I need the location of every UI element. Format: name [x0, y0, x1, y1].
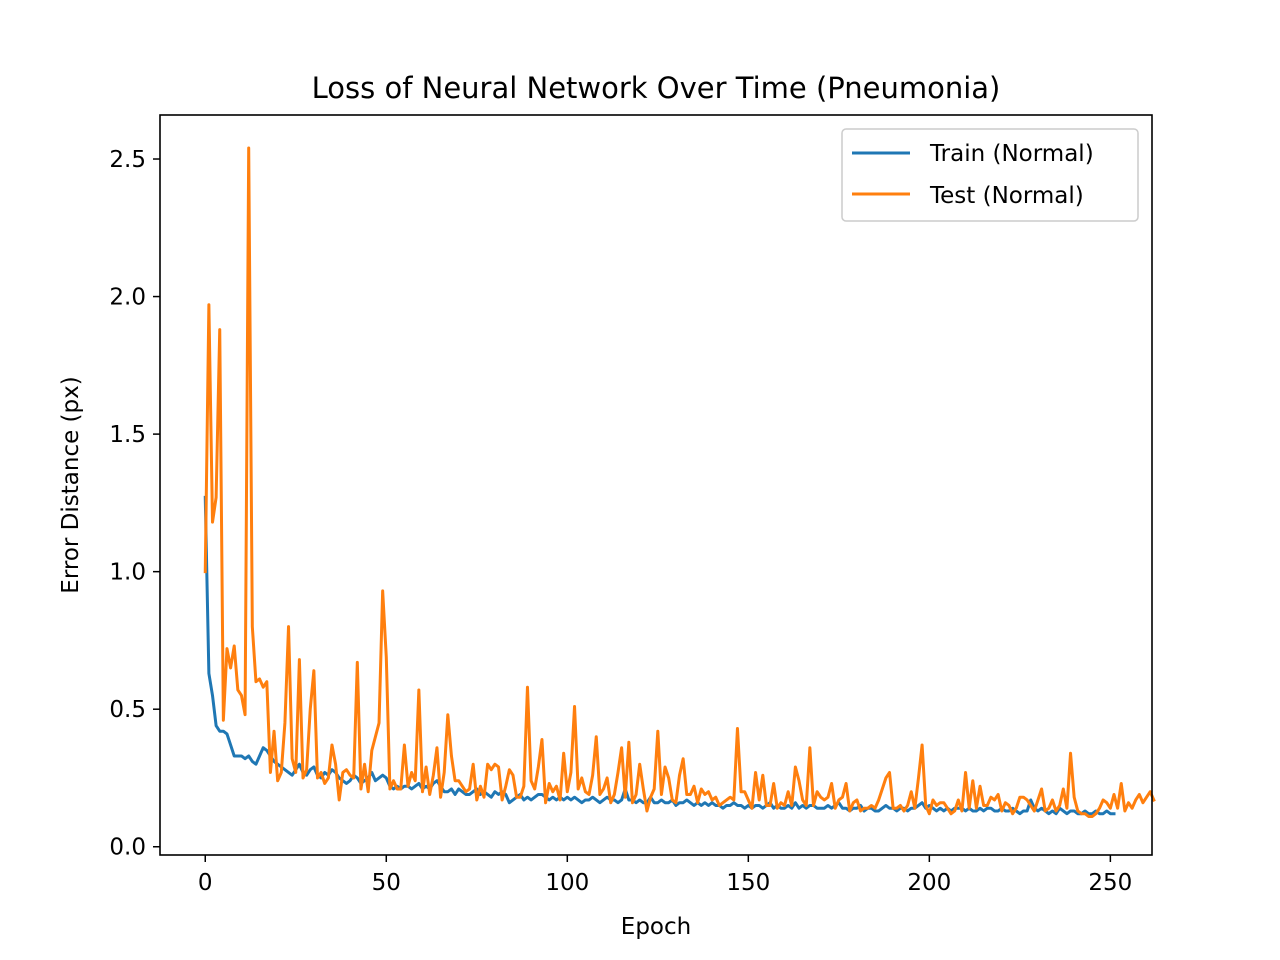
x-tick-label: 50: [372, 870, 401, 896]
series-lines: [203, 146, 1156, 818]
legend-label-train: Train (Normal): [929, 141, 1094, 167]
y-tick-label: 0.5: [109, 697, 146, 723]
test-loss-line: [203, 146, 1156, 818]
y-axis-title: Error Distance (px): [58, 376, 84, 593]
y-tick-label: 1.5: [109, 422, 146, 448]
y-tick-label: 2.5: [109, 147, 146, 173]
x-axis-ticks: 0 50 100 150 200 250: [198, 855, 1132, 896]
legend: Train (Normal) Test (Normal): [841, 128, 1139, 222]
x-tick-label: 100: [545, 870, 589, 896]
y-axis-ticks: 0.0 0.5 1.0 1.5 2.0 2.5: [109, 147, 160, 861]
x-axis-title: Epoch: [621, 914, 691, 940]
x-tick-label: 250: [1088, 870, 1132, 896]
y-tick-label: 1.0: [109, 560, 146, 586]
plot-frame: [159, 114, 1153, 856]
x-tick-label: 0: [198, 870, 213, 896]
y-tick-label: 2.0: [109, 285, 146, 311]
legend-box: [841, 128, 1139, 222]
x-tick-label: 200: [907, 870, 951, 896]
x-tick-label: 150: [726, 870, 770, 896]
chart-title: Loss of Neural Network Over Time (Pneumo…: [312, 71, 1001, 105]
legend-label-test: Test (Normal): [929, 183, 1084, 209]
y-tick-label: 0.0: [109, 835, 146, 861]
